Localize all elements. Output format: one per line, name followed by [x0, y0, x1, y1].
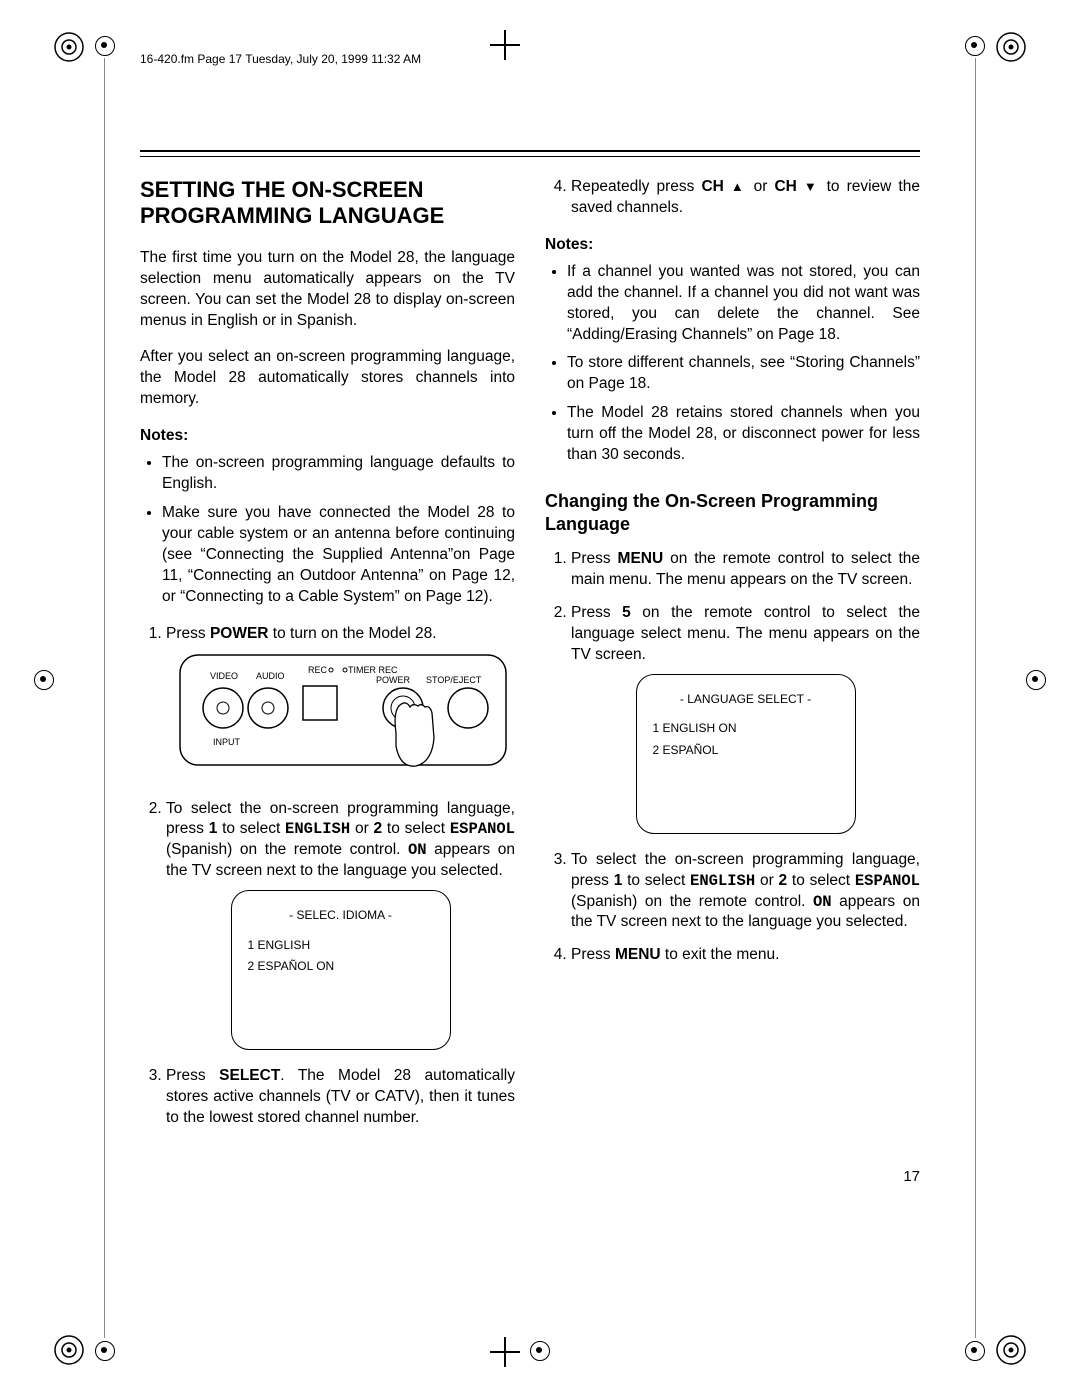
step-text: to select	[787, 872, 855, 889]
screen-title: - SELEC. IDIOMA -	[248, 905, 434, 927]
guide-line-left	[104, 58, 105, 1338]
bold-word: MENU	[615, 946, 661, 963]
screen-line: 2 ESPAÑOL ON	[248, 956, 434, 978]
register-dot	[95, 36, 115, 56]
down-arrow-icon: ▼	[804, 179, 820, 194]
page-content: SETTING THE ON-SCREEN PROGRAMMING LANGUA…	[140, 150, 920, 1145]
crossmark-top	[490, 30, 520, 60]
step-item: Repeatedly press CH ▲ or CH ▼ to review …	[571, 177, 920, 219]
cropmark-bottom-right	[994, 1333, 1028, 1367]
panel-label-stop: STOP/EJECT	[426, 675, 482, 685]
step-text: to turn on the Model 28.	[269, 625, 437, 642]
register-dot	[965, 1341, 985, 1361]
screen-title: - LANGUAGE SELECT -	[653, 689, 839, 711]
up-arrow-icon: ▲	[731, 179, 747, 194]
panel-label-audio: AUDIO	[256, 671, 285, 681]
control-panel-illustration: VIDEO AUDIO REC TIMER REC POWER STOP/EJE…	[178, 653, 508, 783]
mono-word: ON	[813, 893, 832, 911]
step-text: to select	[382, 820, 450, 837]
mono-word: ENGLISH	[285, 820, 350, 838]
body-paragraph: After you select an on-screen programmin…	[140, 347, 515, 410]
step-item: Press POWER to turn on the Model 28. VID…	[166, 624, 515, 783]
mono-word: ESPANOL	[450, 820, 515, 838]
step-text: Press	[571, 946, 615, 963]
steps-list-continued: Repeatedly press CH ▲ or CH ▼ to review …	[545, 177, 920, 219]
step-text: or	[754, 178, 775, 195]
panel-label-rec: REC	[308, 665, 328, 675]
step-text: (Spanish) on the remote control.	[166, 841, 408, 858]
cropmark-top-right	[994, 30, 1028, 64]
section-heading: SETTING THE ON-SCREEN PROGRAMMING LANGUA…	[140, 177, 515, 230]
steps-list: Press POWER to turn on the Model 28. VID…	[140, 624, 515, 1129]
mono-word: ON	[408, 841, 427, 859]
step-text: to select	[217, 820, 285, 837]
crossmark-bottom	[490, 1337, 520, 1367]
note-item: The on-screen programming language defau…	[162, 453, 515, 495]
step-text: Press	[571, 550, 618, 567]
tv-screen-idioma: - SELEC. IDIOMA - 1 ENGLISH 2 ESPAÑOL ON	[231, 890, 451, 1050]
screen-line: 1 ENGLISH	[248, 935, 434, 957]
step-text: Press	[571, 604, 622, 621]
step-text: or	[755, 872, 778, 889]
step-text: Press	[166, 625, 210, 642]
bold-word: SELECT	[219, 1067, 280, 1084]
step-text: or	[350, 820, 373, 837]
mono-word: ENGLISH	[690, 872, 755, 890]
bold-word: CH	[701, 178, 723, 195]
notes-label: Notes:	[545, 235, 920, 256]
steps-list: Press MENU on the remote control to sele…	[545, 549, 920, 966]
step-text: to select	[622, 872, 690, 889]
guide-line-right	[975, 58, 976, 1338]
top-rule	[140, 150, 920, 157]
note-item: The Model 28 retains stored channels whe…	[567, 403, 920, 466]
bold-word: MENU	[618, 550, 664, 567]
running-header: 16-420.fm Page 17 Tuesday, July 20, 1999…	[140, 52, 421, 66]
register-dot	[1026, 670, 1046, 690]
panel-label-input: INPUT	[213, 737, 241, 747]
panel-label-video: VIDEO	[210, 671, 238, 681]
notes-list: The on-screen programming language defau…	[140, 453, 515, 607]
note-item: Make sure you have connected the Model 2…	[162, 503, 515, 608]
right-column: Repeatedly press CH ▲ or CH ▼ to review …	[545, 177, 920, 1145]
bold-word: CH	[774, 178, 796, 195]
step-text: Press	[166, 1067, 219, 1084]
notes-label: Notes:	[140, 426, 515, 447]
cropmark-top-left	[52, 30, 86, 64]
body-paragraph: The first time you turn on the Model 28,…	[140, 248, 515, 332]
bold-word: POWER	[210, 625, 269, 642]
bold-word: 2	[779, 872, 788, 889]
bold-word: 2	[374, 820, 383, 837]
step-item: To select the on-screen programming lang…	[571, 850, 920, 934]
step-item: Press MENU on the remote control to sele…	[571, 549, 920, 591]
cropmark-bottom-left	[52, 1333, 86, 1367]
subsection-heading: Changing the On-Screen Programming Langu…	[545, 490, 920, 535]
notes-list: If a channel you wanted was not stored, …	[545, 262, 920, 466]
mono-word: ESPANOL	[855, 872, 920, 890]
note-item: If a channel you wanted was not stored, …	[567, 262, 920, 346]
step-item: Press SELECT. The Model 28 automatically…	[166, 1066, 515, 1129]
note-item: To store different channels, see “Storin…	[567, 353, 920, 395]
screen-line: 1 ENGLISH ON	[653, 718, 839, 740]
bold-word: 5	[622, 604, 631, 621]
panel-label-power: POWER	[376, 675, 411, 685]
left-column: SETTING THE ON-SCREEN PROGRAMMING LANGUA…	[140, 177, 515, 1145]
register-dot	[965, 36, 985, 56]
step-text: to exit the menu.	[661, 946, 780, 963]
register-dot	[95, 1341, 115, 1361]
register-dot	[530, 1341, 550, 1361]
step-text: (Spanish) on the remote control.	[571, 893, 813, 910]
step-text: Repeatedly press	[571, 178, 701, 195]
tv-screen-language: - LANGUAGE SELECT - 1 ENGLISH ON 2 ESPAÑ…	[636, 674, 856, 834]
panel-label-timer: TIMER REC	[348, 665, 398, 675]
screen-line: 2 ESPAÑOL	[653, 740, 839, 762]
register-dot	[34, 670, 54, 690]
step-item: Press MENU to exit the menu.	[571, 945, 920, 966]
step-item: Press 5 on the remote control to select …	[571, 603, 920, 834]
step-item: To select the on-screen programming lang…	[166, 799, 515, 1051]
page-number: 17	[903, 1168, 920, 1185]
